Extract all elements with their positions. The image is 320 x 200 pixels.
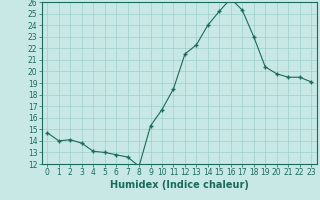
X-axis label: Humidex (Indice chaleur): Humidex (Indice chaleur) [110, 180, 249, 190]
